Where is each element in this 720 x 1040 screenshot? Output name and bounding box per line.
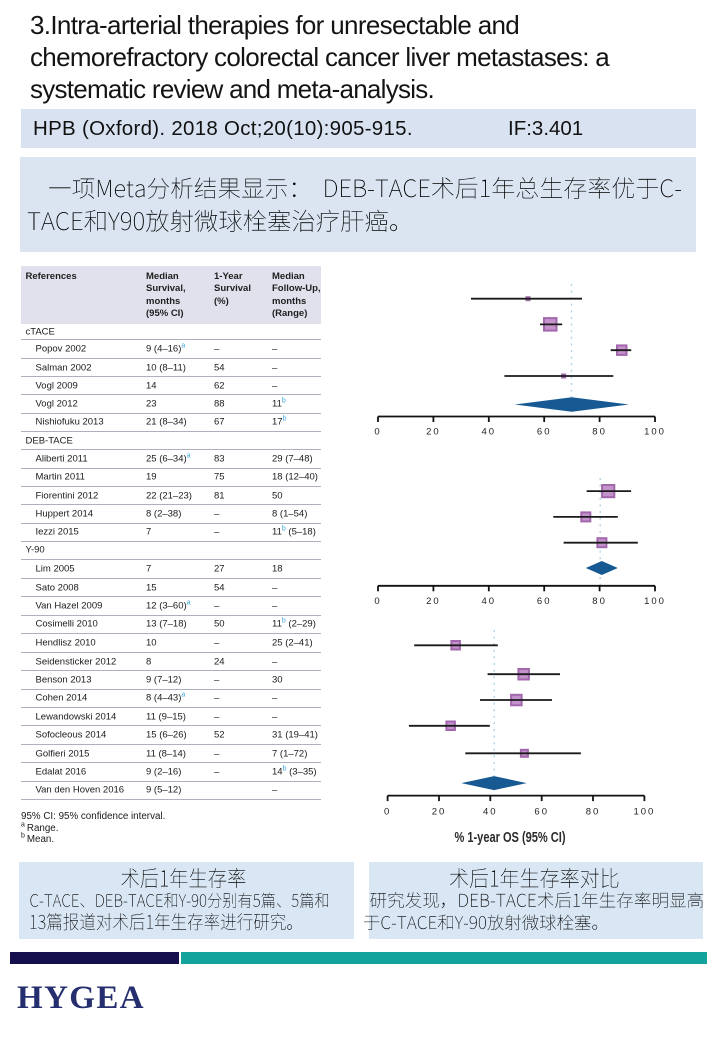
svg-text:40: 40 — [483, 807, 498, 818]
svg-text:40: 40 — [482, 596, 497, 607]
svg-text:60: 60 — [534, 807, 549, 818]
svg-text:100: 100 — [644, 596, 666, 607]
svg-text:0: 0 — [374, 427, 381, 438]
svg-text:20: 20 — [426, 427, 441, 438]
svg-text:0: 0 — [374, 596, 381, 607]
svg-text:60: 60 — [537, 427, 552, 438]
svg-text:% 1-year OS (95% CI): % 1-year OS (95% CI) — [454, 829, 565, 846]
svg-text:80: 80 — [592, 427, 607, 438]
svg-text:60: 60 — [537, 596, 552, 607]
svg-text:40: 40 — [482, 427, 497, 438]
svg-text:80: 80 — [592, 596, 607, 607]
svg-text:0: 0 — [384, 807, 391, 818]
svg-text:100: 100 — [633, 807, 655, 818]
svg-text:20: 20 — [432, 807, 447, 818]
svg-text:80: 80 — [586, 807, 601, 818]
svg-text:100: 100 — [644, 427, 666, 438]
svg-text:20: 20 — [426, 596, 441, 607]
